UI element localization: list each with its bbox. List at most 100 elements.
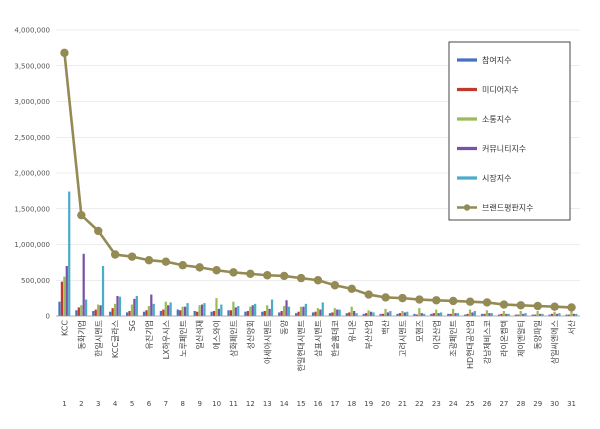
bar-1 (548, 314, 551, 316)
rank-label: 19 (364, 400, 373, 408)
bar-4 (82, 253, 85, 316)
bar-1 (396, 313, 399, 316)
category-label: 부산산업 (364, 320, 374, 349)
rank-label: 13 (263, 400, 272, 408)
rank-label: 17 (330, 400, 339, 408)
category-label: 삼화페인트 (228, 320, 238, 357)
category-label: 조광페인트 (448, 320, 458, 357)
rank-label: 30 (550, 400, 559, 408)
bar-1 (345, 313, 348, 316)
bar-4 (217, 308, 221, 316)
y-tick-label: 4,000,000 (14, 27, 50, 35)
bar-2 (196, 311, 199, 316)
legend-label-5: 시장지수 (482, 173, 511, 183)
bar-2 (128, 310, 131, 316)
category-label: 백산 (381, 319, 391, 334)
bar-1 (176, 309, 179, 316)
bar-4 (302, 306, 305, 316)
bar-3 (130, 304, 134, 316)
y-tick-label: 2,000,000 (14, 170, 50, 178)
bar-1 (447, 313, 450, 316)
rank-label: 14 (280, 400, 289, 408)
legend-label-1: 참여지수 (482, 55, 511, 65)
category-label: KCC (60, 320, 69, 336)
bar-1 (244, 311, 247, 316)
bar-5 (558, 313, 561, 316)
bar-2 (111, 308, 114, 316)
bar-2 (212, 310, 216, 316)
brand-index-point (127, 252, 137, 261)
category-label: 성신양회 (246, 320, 255, 349)
brand-index-point (398, 293, 407, 303)
y-tick-label: 3,000,000 (14, 98, 50, 106)
bar-3 (468, 309, 472, 316)
bar-4 (150, 294, 153, 316)
bar-2 (77, 307, 80, 316)
brand-index-point (499, 300, 509, 309)
bar-5 (152, 303, 155, 316)
category-label: 일신석재 (195, 320, 205, 349)
rank-label: 2 (79, 400, 83, 408)
x-axis: KCC 1 동화기업 2 한일시멘트 3 KCC글라스 4 SG 5 유진기업 6 LX하우시스 7 노루페… (56, 315, 580, 408)
y-tick-label: 3,500,000 (14, 62, 50, 70)
category-label: 아세아시멘트 (262, 320, 272, 364)
bar-2 (381, 313, 385, 316)
category-label: 에스와이 (212, 320, 222, 349)
bar-3 (435, 309, 438, 316)
brand-index-point (364, 290, 373, 299)
bar-4 (251, 305, 254, 316)
bar-5 (237, 305, 240, 316)
bar-3 (249, 306, 252, 316)
line-series (60, 48, 576, 312)
legend-marker (463, 204, 471, 211)
category-label: 한일시멘트 (94, 320, 103, 357)
bar-2 (314, 311, 317, 316)
bar-1 (261, 311, 264, 316)
bar-4 (369, 311, 373, 316)
rank-label: 5 (130, 400, 134, 408)
bar-1 (430, 313, 433, 316)
bar-1 (464, 314, 467, 316)
bar-1 (531, 314, 534, 316)
y-tick-label: 2,500,000 (14, 134, 50, 142)
bar-2 (263, 310, 266, 316)
y-tick-label: 0 (46, 313, 50, 321)
bar-1 (497, 314, 501, 316)
brand-index-point (212, 266, 221, 275)
bar-4 (234, 307, 237, 316)
bar-4 (420, 313, 423, 316)
bar-4 (268, 308, 271, 316)
rank-label: 8 (181, 400, 185, 408)
category-label: 서산 (567, 319, 577, 334)
bar-3 (384, 308, 387, 316)
bar-1 (413, 313, 416, 316)
bar-2 (162, 309, 165, 316)
bar-3 (519, 310, 522, 316)
category-label: 동양파일 (534, 320, 543, 349)
bar-4 (437, 313, 440, 316)
bar-3 (147, 305, 150, 316)
brand-index-point (347, 284, 357, 294)
bar-4 (386, 312, 390, 316)
bar-1 (278, 312, 281, 316)
bar-3 (536, 310, 539, 316)
rank-label: 6 (147, 400, 152, 408)
bar-1 (92, 310, 95, 316)
bar-3 (316, 308, 320, 316)
brand-index-point (550, 302, 559, 311)
bar-5 (135, 295, 138, 316)
rank-label: 20 (381, 400, 390, 408)
brand-index-point (516, 301, 526, 310)
bar-5 (287, 306, 291, 316)
brand-index-point (330, 281, 340, 290)
bar-4 (319, 309, 322, 316)
bar-2 (398, 313, 402, 316)
brand-index-point (60, 48, 69, 58)
brand-index-point (432, 296, 441, 305)
bar-2 (466, 313, 469, 316)
brand-index-point (482, 298, 492, 307)
bar-2 (517, 314, 520, 316)
bar-1 (311, 312, 315, 316)
y-tick-label: 1,500,000 (14, 205, 50, 213)
